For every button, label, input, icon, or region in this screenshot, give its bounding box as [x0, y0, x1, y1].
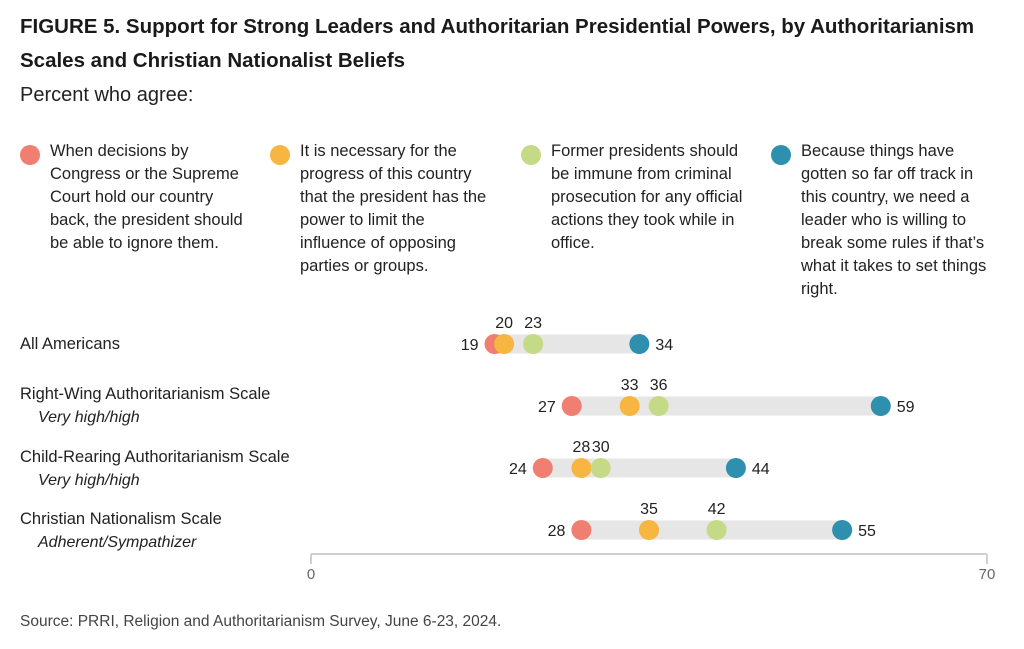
- data-point: [706, 520, 727, 540]
- data-point: [590, 458, 611, 478]
- row-sublabel-cra: Very high/high: [38, 472, 140, 489]
- data-label: 23: [524, 315, 542, 332]
- data-label: 30: [592, 439, 610, 456]
- data-label: 36: [650, 377, 668, 394]
- legend-swatch-red: [20, 145, 40, 165]
- row-label-rwa: Right-Wing Authoritarianism Scale: [20, 385, 271, 403]
- data-point: [832, 520, 853, 540]
- data-label: 42: [708, 501, 726, 518]
- data-label: 19: [461, 337, 479, 354]
- data-label: 59: [897, 399, 915, 416]
- x-tick-label: 70: [979, 566, 996, 583]
- legend-swatch-blue: [771, 145, 791, 165]
- data-label: 24: [509, 461, 527, 478]
- row-sublabel-rwa: Very high/high: [38, 409, 140, 426]
- figure-subtitle: Percent who agree:: [20, 84, 194, 106]
- source-note: Source: PRRI, Religion and Authoritarian…: [20, 613, 502, 630]
- data-label: 35: [640, 501, 658, 518]
- row-label-cra: Child-Rearing Authoritarianism Scale: [20, 448, 290, 466]
- data-label: 20: [495, 315, 513, 332]
- data-label: 28: [548, 523, 566, 540]
- data-point: [619, 396, 640, 416]
- legend-text: Because things have gotten so far off tr…: [801, 142, 987, 298]
- data-point: [561, 396, 582, 416]
- row-sublabel-christian-nationalism: Adherent/Sympathizer: [38, 534, 197, 551]
- legend-swatch-orange: [270, 145, 290, 165]
- data-point: [639, 520, 659, 540]
- data-point: [571, 520, 592, 540]
- legend-text: Former presidents should be immune from …: [551, 142, 743, 252]
- legend-swatch-green: [521, 145, 541, 165]
- legend-text: It is necessary for the progress of this…: [300, 142, 487, 275]
- data-label: 55: [858, 523, 876, 540]
- data-point: [532, 458, 553, 478]
- row-label-christian-nationalism: Christian Nationalism Scale: [20, 510, 222, 528]
- data-point: [648, 396, 669, 416]
- data-point: [494, 334, 515, 354]
- data-label: 34: [655, 337, 673, 354]
- data-point: [870, 396, 891, 416]
- data-label: 28: [573, 439, 591, 456]
- data-label: 33: [621, 377, 639, 394]
- data-label: 44: [752, 461, 770, 478]
- row-label-all-americans: All Americans: [20, 335, 120, 353]
- legend-text: When decisions by Congress or the Suprem…: [50, 142, 243, 252]
- x-tick-label: 0: [307, 566, 315, 583]
- data-point: [571, 458, 592, 478]
- data-label: 27: [538, 399, 556, 416]
- data-point: [725, 458, 746, 478]
- figure-title: FIGURE 5. Support for Strong Leaders and…: [20, 15, 975, 72]
- data-point: [523, 334, 544, 354]
- data-point: [629, 334, 650, 354]
